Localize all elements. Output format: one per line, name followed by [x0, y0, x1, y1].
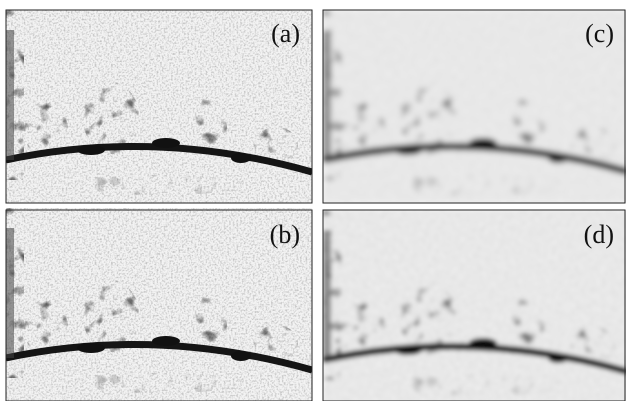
- page: {"panels": [{"label": "(a)"}, {"label": …: [0, 0, 626, 401]
- panel-label: (b): [270, 220, 300, 249]
- panel-d: [323, 210, 626, 401]
- panel-label: (c): [585, 19, 614, 48]
- figure: (a) (b) (c) (d): [0, 0, 626, 401]
- panel-c: [323, 10, 626, 203]
- panel-a: [6, 10, 312, 203]
- panel-b: [6, 208, 312, 401]
- panel-label: (d): [584, 220, 614, 249]
- panel-label: (a): [271, 19, 300, 48]
